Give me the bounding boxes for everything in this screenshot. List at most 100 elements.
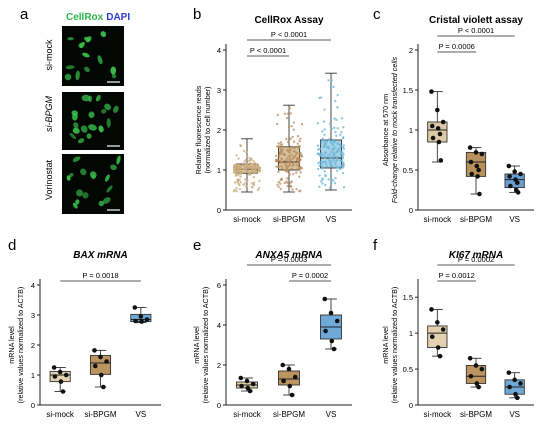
data-point <box>331 147 334 150</box>
data-point <box>276 158 280 161</box>
data-point <box>329 150 333 154</box>
significance-bracket-2: P < 0.0001 <box>247 30 331 41</box>
data-point <box>133 318 138 324</box>
y-axis-label-line-1: Absorbance at 570 nm <box>381 94 390 166</box>
y-tick-label: 3 <box>217 86 221 95</box>
y-tick-label: 2 <box>217 361 221 370</box>
data-point <box>323 141 327 144</box>
data-point <box>244 378 250 384</box>
data-point <box>239 175 242 178</box>
data-point <box>237 174 240 177</box>
cell <box>106 185 113 193</box>
data-point <box>334 163 337 166</box>
data-point <box>336 127 339 130</box>
data-point <box>282 145 285 149</box>
data-point <box>245 180 248 184</box>
data-point <box>290 180 293 183</box>
data-point <box>284 169 287 172</box>
data-point <box>249 159 252 162</box>
data-point <box>247 169 251 172</box>
data-point <box>258 179 261 183</box>
data-point <box>334 318 340 324</box>
cell <box>98 200 104 207</box>
data-point <box>295 152 299 155</box>
data-point <box>321 177 324 180</box>
data-point <box>280 165 283 168</box>
data-point <box>320 180 323 183</box>
y-tick-label: 1 <box>217 166 221 175</box>
chart-b: CellRox Assay Relative fluorescence reads… <box>194 15 352 224</box>
data-point <box>282 153 285 156</box>
data-point <box>286 157 289 160</box>
data-point <box>332 85 335 89</box>
data-point <box>473 363 479 368</box>
y-tick-label: 0.5 <box>403 365 413 374</box>
data-point <box>291 135 294 139</box>
data-point <box>289 149 292 152</box>
data-point <box>291 188 294 191</box>
p-value-label: P < 0.0001 <box>458 26 494 35</box>
y-axis-label-line-1: mRNA level <box>192 326 201 364</box>
data-point <box>320 167 324 170</box>
data-point <box>325 140 328 144</box>
data-point <box>329 153 332 156</box>
data-point <box>287 168 290 172</box>
data-point <box>247 388 253 394</box>
data-point <box>329 160 333 163</box>
data-point <box>327 153 330 157</box>
data-point <box>276 113 280 117</box>
data-point <box>280 362 286 368</box>
x-tick-label-2: si-BPGM <box>273 215 305 224</box>
data-point <box>294 154 297 157</box>
data-point <box>289 112 293 115</box>
data-point <box>468 159 474 165</box>
legend-dapi: DAPI <box>106 12 130 23</box>
data-point <box>243 178 247 181</box>
data-point <box>246 155 249 158</box>
data-point <box>234 169 237 173</box>
cell <box>75 70 80 81</box>
chart-f: KI67 mRNA mRNA level (relative values norm… <box>381 250 534 419</box>
data-point <box>323 156 327 159</box>
data-point <box>333 153 336 156</box>
chart-d: BAX mRNA mRNA level (relative values norma… <box>7 250 161 419</box>
data-point <box>322 120 326 123</box>
box-1 <box>232 138 262 193</box>
cell <box>72 127 80 134</box>
data-point <box>339 144 343 148</box>
data-point <box>341 166 345 169</box>
box-2 <box>278 362 300 398</box>
y-tick-label: 0 <box>409 206 413 215</box>
data-point <box>518 171 523 177</box>
data-point <box>512 377 517 383</box>
data-point <box>336 155 339 158</box>
data-point <box>276 183 279 187</box>
data-point <box>336 106 339 109</box>
data-point <box>243 160 246 163</box>
data-point <box>477 191 482 197</box>
x-tick-label-3: VS <box>326 410 337 419</box>
data-point <box>476 384 481 390</box>
data-point <box>330 181 333 184</box>
p-value-label: P = 0.0006 <box>438 42 474 51</box>
data-point <box>474 163 480 169</box>
cell <box>88 111 95 118</box>
data-point <box>479 366 485 372</box>
data-point <box>292 121 296 124</box>
data-point <box>290 124 293 128</box>
data-point <box>317 161 320 165</box>
cell <box>86 133 92 139</box>
cell <box>72 112 78 121</box>
cell <box>98 125 104 133</box>
data-point <box>429 123 435 129</box>
micro-image-2 <box>62 92 124 150</box>
data-point <box>440 119 446 125</box>
data-point <box>236 167 240 170</box>
cell <box>104 103 111 111</box>
data-point <box>321 182 324 185</box>
data-point <box>336 158 339 162</box>
cell <box>73 122 79 129</box>
box-2 <box>274 104 304 193</box>
x-tick-label-3: VS <box>135 410 146 419</box>
data-point <box>328 310 334 316</box>
